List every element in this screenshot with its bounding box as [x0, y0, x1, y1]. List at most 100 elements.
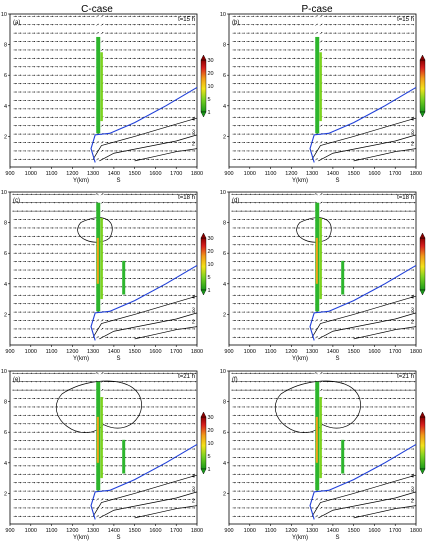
shaded-field	[96, 36, 103, 134]
x-tick-label: 1000	[244, 349, 256, 355]
y-tick-label: 6	[4, 251, 7, 257]
contour-label: 2	[192, 499, 195, 505]
panel-c: 900 1000 1100 1200 1300 1400 1500 1600 1700 1800 2…	[1, 190, 214, 362]
contour-label: 2	[411, 499, 414, 505]
y-tick-label: 10	[220, 190, 226, 196]
axes: 900 1000 1100 1200 1300 1400 1500 1600 1700 1800 2…	[220, 369, 422, 534]
wind-vector	[319, 15, 323, 18]
shaded-field	[315, 381, 345, 491]
shaded-region	[96, 416, 99, 463]
x-tick-label: 1300	[306, 171, 318, 177]
contour-line	[353, 148, 417, 162]
wind-vector	[319, 481, 323, 484]
panel-e: 900 1000 1100 1200 1300 1400 1500 1600 1700 1800 2…	[1, 369, 214, 541]
x-axis-label: Y(km)	[292, 535, 308, 541]
x-axis-label: Y(km)	[73, 356, 89, 362]
y-tick-label: 4	[4, 461, 7, 467]
wind-vector-field	[232, 15, 415, 161]
y-tick-label: 2	[223, 134, 226, 140]
wind-vector	[100, 193, 104, 196]
axes: 900 1000 1100 1200 1300 1400 1500 1600 1700 1800 2…	[1, 12, 203, 177]
y-tick-label: 4	[223, 104, 226, 110]
x-tick-label: 1500	[129, 349, 141, 355]
x-tick-label: 1700	[170, 528, 182, 534]
wind-vector	[319, 149, 323, 152]
wind-vector	[96, 158, 99, 161]
panel-label: (c)	[13, 198, 20, 204]
wind-vector	[315, 15, 318, 18]
wind-vector	[100, 210, 104, 213]
x-axis-label: Y(km)	[73, 535, 89, 541]
y-tick-label: 4	[223, 282, 226, 288]
contour-line	[92, 474, 198, 517]
x-tick-label: 1100	[46, 349, 58, 355]
x-tick-label: 1700	[170, 349, 182, 355]
colorbar	[200, 416, 207, 470]
colorbar-top-triangle	[200, 54, 207, 61]
wind-vector	[96, 319, 99, 322]
contour-label: 2	[411, 320, 414, 326]
x-tick-label: 1800	[410, 171, 422, 177]
x-tick-label: 1200	[66, 171, 78, 177]
panel-label: (a)	[13, 20, 20, 26]
wind-vector	[96, 193, 99, 196]
y-tick-label: 2	[223, 312, 226, 318]
x-tick-label: 900	[224, 171, 233, 177]
contour-line	[92, 295, 198, 338]
x-tick-label: 1500	[129, 528, 141, 534]
x-tick-label: 1300	[306, 528, 318, 534]
panel-label: (d)	[232, 198, 239, 204]
y-tick-label: 10	[220, 12, 226, 18]
contours	[55, 380, 198, 519]
y-tick-label: 8	[4, 43, 7, 49]
wind-vector	[319, 32, 323, 35]
wind-vector	[100, 481, 104, 484]
contour-label: 2	[192, 142, 195, 148]
x-tick-label: 1500	[348, 349, 360, 355]
annotation-label: S	[335, 535, 339, 541]
contour-label: 3	[192, 307, 195, 313]
contour-label: 4	[411, 474, 414, 480]
wind-vector	[96, 141, 99, 144]
shaded-region	[341, 260, 345, 295]
wind-vector	[96, 336, 99, 339]
contour-closed	[274, 380, 361, 433]
contour-line	[92, 117, 198, 160]
x-tick-label: 1500	[348, 171, 360, 177]
x-tick-label: 1200	[285, 349, 297, 355]
wind-vector	[100, 141, 104, 144]
contour-line	[318, 491, 417, 519]
contour-label: 3	[411, 129, 414, 135]
colorbar-top-triangle	[419, 411, 426, 418]
x-tick-label: 1700	[389, 171, 401, 177]
panel-f: 900 1000 1100 1200 1300 1400 1500 1600 1700 1800 2…	[220, 369, 426, 541]
colorbar-bottom-triangle	[200, 289, 207, 296]
annotation-label: S	[116, 356, 120, 362]
wind-vector	[315, 23, 318, 26]
wind-vector	[100, 372, 104, 375]
panel-label: (e)	[13, 377, 20, 383]
x-tick-label: 900	[5, 528, 14, 534]
x-tick-label: 1300	[87, 528, 99, 534]
wind-vector	[319, 193, 323, 196]
axes: 900 1000 1100 1200 1300 1400 1500 1600 1700 1800 2…	[1, 369, 203, 534]
contour-label: 2	[192, 320, 195, 326]
x-tick-label: 1200	[285, 171, 297, 177]
plot-frame	[9, 13, 198, 168]
y-tick-label: 6	[223, 73, 226, 79]
x-tick-label: 1600	[149, 171, 161, 177]
contour-label: 4	[192, 295, 195, 301]
colorbar	[419, 59, 426, 113]
x-tick-label: 1800	[191, 349, 203, 355]
x-tick-label: 1800	[191, 528, 203, 534]
boundary-line	[90, 86, 198, 163]
colorbar-bottom-triangle	[200, 468, 207, 475]
x-tick-label: 1500	[348, 528, 360, 534]
wind-vector	[319, 201, 323, 204]
contour-line	[311, 117, 417, 160]
colorbar-tick-label: 10	[208, 84, 214, 90]
wind-vector	[315, 141, 318, 144]
contour-label: 4	[192, 474, 195, 480]
shaded-region	[319, 397, 322, 479]
